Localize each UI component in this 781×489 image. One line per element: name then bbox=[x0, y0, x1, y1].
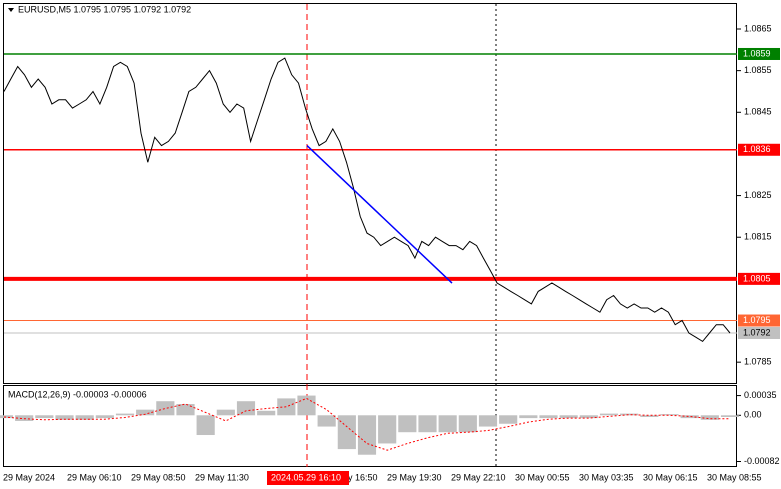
y-tick-label: 0.00 bbox=[744, 410, 762, 420]
macd-bar bbox=[317, 415, 336, 427]
trend-line bbox=[306, 145, 453, 284]
macd-bar bbox=[438, 415, 457, 433]
signal-line bbox=[3, 397, 730, 451]
y-tick-label: 1.0785 bbox=[744, 357, 772, 367]
macd-bar bbox=[176, 404, 195, 416]
x-tick-label: 29 May 08:50 bbox=[131, 472, 186, 482]
macd-bar bbox=[539, 415, 558, 419]
chart-title: EURUSD,M5 1.0795 1.0795 1.0792 1.0792 bbox=[18, 4, 191, 14]
macd-bar bbox=[0, 415, 14, 419]
level-label-box bbox=[738, 272, 780, 285]
macd-bar bbox=[75, 415, 94, 420]
macd-bar bbox=[458, 415, 477, 433]
macd-panel-frame bbox=[3, 385, 737, 467]
macd-bar bbox=[660, 414, 679, 416]
y-tick-label: 1.0825 bbox=[744, 190, 772, 200]
title-arrow bbox=[8, 8, 14, 12]
macd-bar bbox=[257, 410, 276, 416]
x-tick-label: 29 May 19:30 bbox=[387, 472, 442, 482]
macd-bar bbox=[236, 401, 256, 416]
x-tick-label: 30 May 08:55 bbox=[707, 472, 762, 482]
y-tick-label: 1.0815 bbox=[744, 232, 772, 242]
y-tick-label: 0.00035 bbox=[744, 390, 777, 400]
macd-bar bbox=[277, 398, 296, 416]
macd-bar bbox=[156, 401, 175, 416]
macd-bar bbox=[559, 415, 578, 419]
macd-bar bbox=[478, 415, 498, 427]
price-line bbox=[3, 57, 731, 343]
macd-bar bbox=[55, 415, 74, 420]
y-tick-label: 1.0865 bbox=[744, 23, 772, 33]
x-tick-label: 30 May 06:15 bbox=[643, 472, 698, 482]
macd-bar bbox=[579, 415, 598, 419]
cursor-label-box bbox=[267, 471, 349, 485]
macd-bar bbox=[720, 415, 740, 417]
x-tick-label: 30 May 03:35 bbox=[579, 472, 634, 482]
x-tick-label: 29 May 2024 bbox=[3, 472, 55, 482]
macd-bar bbox=[95, 415, 114, 419]
level-label: 1.0859 bbox=[743, 48, 771, 58]
y-tick-label: 1.0845 bbox=[744, 107, 772, 117]
x-tick-label: 30 May 00:55 bbox=[515, 472, 570, 482]
macd-bar bbox=[620, 413, 639, 416]
macd-bar bbox=[519, 415, 538, 419]
macd-bar bbox=[15, 415, 34, 421]
price-panel-frame bbox=[3, 3, 737, 384]
macd-bar bbox=[499, 415, 518, 424]
level-label-box bbox=[738, 327, 780, 340]
y-tick-label: 1.0855 bbox=[744, 65, 772, 75]
macd-bar bbox=[700, 415, 719, 420]
level-label-box bbox=[738, 143, 780, 156]
macd-bar bbox=[680, 415, 699, 419]
macd-bar bbox=[357, 415, 377, 455]
level-label-box bbox=[738, 47, 780, 60]
macd-bar bbox=[640, 415, 659, 417]
x-tick-label: 29 May 16:50 bbox=[323, 472, 378, 482]
macd-title: MACD(12,26,9) -0.00003 -0.00006 bbox=[8, 389, 147, 399]
macd-bar bbox=[196, 415, 215, 436]
level-label: 1.0795 bbox=[743, 315, 771, 325]
macd-bar bbox=[216, 409, 235, 416]
x-tick-label: 29 May 06:10 bbox=[67, 472, 122, 482]
macd-bar bbox=[136, 409, 155, 416]
macd-bar bbox=[35, 415, 54, 419]
cursor-label: 2024.05.29 16:10 bbox=[271, 472, 341, 482]
level-label: 1.0805 bbox=[743, 273, 771, 283]
macd-bar bbox=[115, 413, 135, 416]
level-label: 1.0792 bbox=[743, 327, 771, 337]
macd-bar bbox=[599, 413, 619, 416]
level-label-box bbox=[738, 314, 780, 327]
macd-bar bbox=[378, 415, 397, 444]
macd-bar bbox=[297, 395, 316, 416]
x-tick-label: 29 May 11:30 bbox=[195, 472, 249, 482]
level-label: 1.0836 bbox=[743, 144, 771, 154]
macd-bar bbox=[418, 415, 437, 433]
x-tick-label: 29 May 22:10 bbox=[451, 472, 506, 482]
macd-bar bbox=[398, 415, 417, 433]
y-tick-label: -0.00082 bbox=[744, 456, 780, 466]
macd-bar bbox=[337, 415, 356, 450]
